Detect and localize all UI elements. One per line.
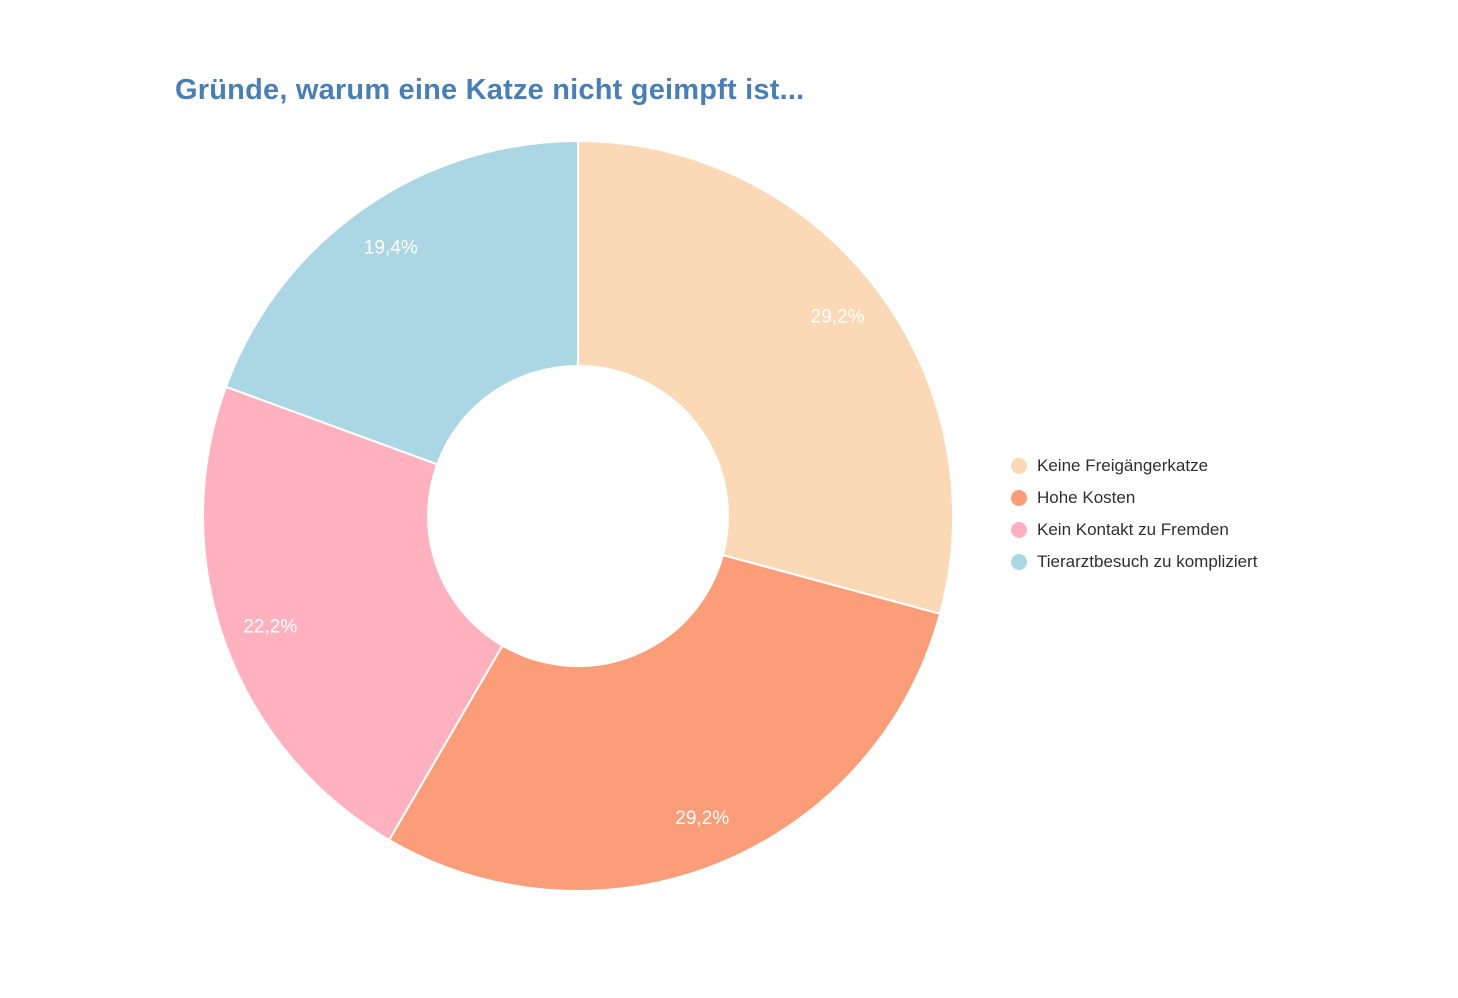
legend-item-label: Hohe Kosten (1037, 488, 1136, 507)
legend-item-label: Kein Kontakt zu Fremden (1037, 520, 1229, 539)
legend-swatch-icon (1011, 554, 1027, 570)
legend-swatch-icon (1011, 522, 1027, 538)
legend-swatch-icon (1011, 458, 1027, 474)
legend-item-label: Keine Freigängerkatze (1037, 456, 1209, 475)
slice-percent-label-hohe-kosten: 29,2% (675, 808, 729, 829)
legend-item-kein-kontakt-zu-fremden[interactable]: Kein Kontakt zu Fremden (1011, 514, 1257, 546)
pie-slice-kein-kontakt-zu-fremden[interactable] (202, 385, 504, 842)
legend-swatch-icon (1011, 490, 1027, 506)
slice-percent-label-keine-freigängerkatze: 29,2% (811, 307, 865, 328)
legend-item-label: Tierarztbesuch zu kompliziert (1037, 552, 1258, 571)
legend-item-tierarztbesuch-zu-kompliziert[interactable]: Tierarztbesuch zu kompliziert (1011, 546, 1257, 578)
legend-item-hohe-kosten[interactable]: Hohe Kosten (1011, 482, 1257, 514)
pie-slice-keine-freigängerkatze[interactable] (577, 139, 954, 616)
pie-slice-hohe-kosten[interactable] (387, 553, 942, 892)
legend: Keine Freigängerkatze Hohe Kosten Kein Kon… (1011, 450, 1257, 578)
slice-percent-label-kein-kontakt-zu-fremden: 22,2% (243, 616, 297, 637)
chart-title: Gründe, warum eine Katze nicht geimpft i… (175, 74, 805, 106)
pie-slice-tierarztbesuch-zu-kompliziert[interactable] (224, 139, 579, 466)
legend-item-keine-freigängerkatze[interactable]: Keine Freigängerkatze (1011, 450, 1257, 482)
slice-percent-label-tierarztbesuch-zu-kompliziert: 19,4% (364, 237, 418, 258)
